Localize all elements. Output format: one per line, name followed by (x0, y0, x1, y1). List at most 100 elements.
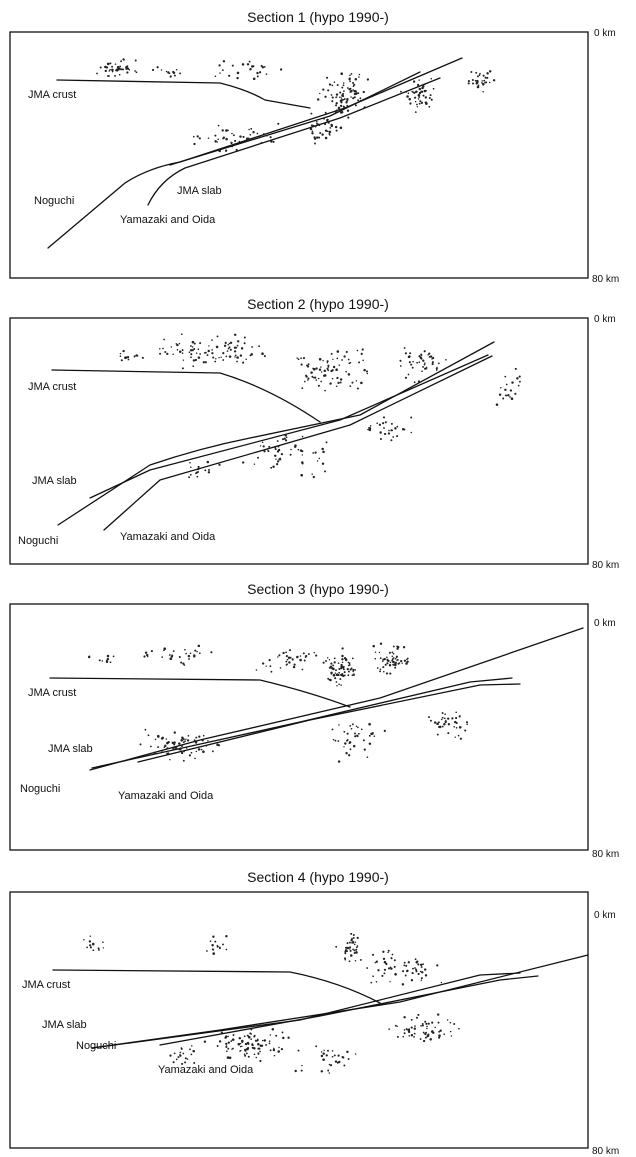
hypocenter-dot (392, 657, 395, 659)
hypocenter-dot (331, 368, 334, 371)
hypocenter-dot (445, 359, 447, 361)
hypocenter-dot (488, 81, 491, 84)
hypocenter-dot (346, 667, 349, 671)
hypocenter-dot (324, 122, 327, 126)
hypocenter-dot (169, 1054, 172, 1057)
hypocenter-dot (352, 673, 355, 676)
hypocenter-dot (394, 427, 397, 430)
hypocenter-dot (339, 91, 342, 94)
hypocenter-dot (324, 136, 328, 140)
hypocenter-dot (326, 130, 329, 133)
hypocenter-dot (243, 1035, 246, 1038)
hypocenter-dot (350, 90, 353, 93)
yamazaki-oida-line (137, 683, 521, 763)
hypocenter-dot (340, 665, 343, 668)
hypocenter-dot (241, 1045, 243, 1048)
hypocenter-dot (227, 1047, 230, 1050)
hypocenter-dot (198, 652, 201, 655)
hypocenter-dot (300, 1069, 303, 1072)
hypocenter-dot (185, 747, 188, 749)
hypocenter-dot (202, 734, 205, 737)
label-jma-crust: JMA crust (28, 381, 76, 393)
label-yamazaki-oida: Yamazaki and Oida (120, 214, 216, 226)
hypocenter-dot (386, 662, 389, 665)
hypocenter-dot (407, 1030, 411, 1034)
hypocenter-dot (231, 1048, 233, 1050)
hypocenter-dot (334, 1060, 338, 1063)
hypocenter-dot (310, 112, 313, 115)
hypocenter-dot (323, 1049, 325, 1052)
hypocenter-dot (384, 433, 387, 435)
hypocenter-dot (337, 674, 340, 677)
hypocenter-dot (316, 122, 318, 125)
hypocenter-dot (286, 663, 288, 666)
hypocenter-dot (415, 970, 418, 973)
hypocenter-dot (225, 1042, 228, 1046)
hypocenter-dot (385, 672, 389, 675)
hypocenter-dot (88, 655, 91, 658)
hypocenter-dot (353, 89, 356, 93)
hypocenter-dot (420, 977, 423, 980)
hypocenter-dot (383, 960, 387, 964)
hypocenter-dot (407, 961, 410, 964)
hypocenter-dot (285, 436, 288, 439)
depth-bottom-label: 80 km (592, 560, 619, 571)
hypocenter-dot (394, 657, 397, 660)
hypocenter-dot (276, 440, 279, 442)
hypocenter-dot (332, 664, 335, 667)
hypocenter-dot (212, 952, 215, 955)
hypocenter-dot (346, 104, 349, 107)
hypocenter-dot (163, 338, 165, 341)
hypocenter-dot (408, 1028, 410, 1031)
hypocenter-dot (279, 68, 283, 71)
hypocenter-dot (273, 1054, 276, 1057)
hypocenter-dot (180, 751, 184, 755)
hypocenter-dot (231, 145, 234, 148)
hypocenter-dot (344, 742, 347, 745)
hypocenter-dot (505, 383, 508, 386)
hypocenter-dot (347, 661, 350, 664)
hypocenter-dot (352, 97, 355, 100)
hypocenter-dot (114, 63, 117, 65)
hypocenter-dot (366, 756, 369, 758)
hypocenter-dot (336, 685, 338, 687)
hypocenter-dot (166, 741, 169, 745)
hypocenter-dot (388, 1028, 391, 1030)
hypocenter-dot (196, 475, 199, 478)
hypocenter-dot (335, 945, 338, 948)
hypocenter-dot (356, 946, 358, 949)
hypocenter-dot (218, 463, 221, 466)
hypocenter-dot (262, 133, 265, 136)
hypocenter-dot (147, 734, 150, 737)
hypocenter-dot (246, 1034, 249, 1037)
hypocenter-dot (332, 738, 335, 741)
hypocenter-dot (163, 647, 166, 650)
hypocenter-dot (252, 131, 255, 134)
hypocenter-dot (233, 350, 237, 353)
hypocenter-dot (166, 352, 169, 356)
hypocenter-dot (406, 660, 409, 663)
hypocenter-dot (382, 658, 385, 661)
hypocenter-dot (376, 667, 379, 669)
hypocenter-dot (179, 72, 182, 75)
hypocenter-dot (483, 79, 486, 82)
hypocenter-dot (190, 751, 193, 754)
hypocenter-dot (379, 437, 382, 441)
hypocenter-dot (269, 1034, 272, 1036)
hypocenter-dot (195, 352, 198, 354)
hypocenter-dot (447, 717, 450, 720)
hypocenter-dot (419, 100, 422, 103)
hypocenter-dot (410, 1018, 413, 1021)
section-1: Section 1 (hypo 1990-) 0 km 80 km JMA cr… (9, 9, 619, 285)
hypocenter-dot (330, 94, 333, 96)
hypocenter-dot (336, 1061, 339, 1064)
hypocenter-dot (339, 126, 343, 130)
hypocenter-dot (250, 1028, 253, 1031)
hypocenter-dot (225, 137, 228, 141)
hypocenter-dot (403, 1032, 406, 1035)
hypocenter-dot (403, 659, 407, 662)
hypocenter-dot (365, 370, 369, 373)
hypocenter-dot (421, 370, 423, 373)
hypocenter-dot (256, 132, 259, 135)
hypocenter-dot (450, 1035, 453, 1037)
